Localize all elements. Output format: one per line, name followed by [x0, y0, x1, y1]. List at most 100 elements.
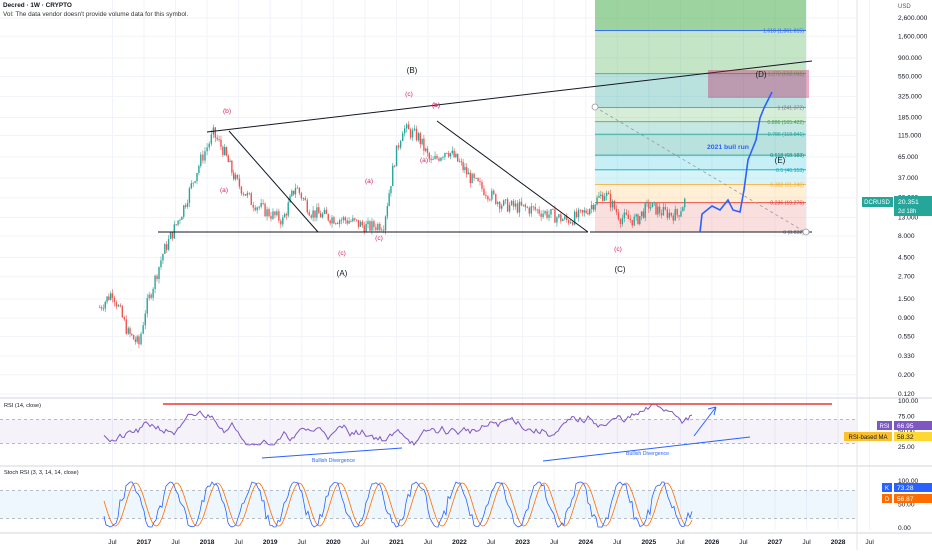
candle-body: [146, 298, 148, 314]
candle-body: [354, 218, 356, 220]
candle-body: [202, 154, 204, 161]
wave-label: (E): [775, 156, 786, 165]
candle-body: [674, 209, 676, 221]
rsi-panel[interactable]: RSI (14, close)100.0075.0050.0025.00Bull…: [0, 398, 919, 464]
candle-body: [316, 207, 318, 218]
candle-body: [607, 192, 610, 195]
candle-body: [449, 153, 452, 157]
candle-body: [664, 206, 667, 210]
candle-body: [655, 202, 657, 215]
stoch-k-legend-tag: [882, 483, 892, 492]
candle-body: [676, 209, 678, 216]
candle-body: [592, 204, 595, 210]
wave-label: (c): [614, 246, 622, 253]
candle-body: [536, 209, 538, 211]
divergence-label: Bullish Divergence: [626, 451, 669, 457]
candle-body: [117, 305, 120, 307]
candle-body: [373, 221, 375, 228]
candle-body: [160, 260, 162, 267]
candle-body: [102, 308, 105, 310]
candle-body: [564, 216, 566, 220]
projection-path: [699, 91, 773, 233]
candle-body: [670, 212, 672, 216]
divergence-line[interactable]: [261, 447, 403, 459]
time-tick-label: 2027: [768, 539, 783, 546]
fib-zone: [595, 30, 806, 74]
candle-body: [371, 221, 373, 231]
fib-zone: [595, 155, 806, 170]
candle-body: [129, 328, 131, 334]
candle-body: [258, 206, 260, 208]
candle-body: [188, 188, 191, 203]
candle-body: [464, 167, 466, 171]
candle-body: [621, 218, 624, 224]
fibonacci-extension[interactable]: 1.618 (1,861.815) 1.272 (592.911) 1 (241.3…: [595, 0, 806, 236]
time-axis[interactable]: Jul 2017 Jul 2018 Jul 2019 Jul 2020 Jul 2021 Jul 20…: [108, 539, 874, 546]
wave-c-leg-trendline[interactable]: [436, 120, 589, 233]
time-tick-label: 2024: [578, 539, 593, 546]
candle-body: [477, 177, 479, 182]
rsi-line: [103, 403, 693, 446]
candle-body: [666, 209, 669, 218]
candle-body: [489, 199, 491, 201]
trendline-drawings[interactable]: [158, 60, 813, 236]
candle-body: [424, 148, 427, 151]
candle-body: [294, 188, 297, 195]
stoch-rsi-panel[interactable]: Stoch RSI (3, 3, 14, 14, close) 100.00 50.…: [0, 470, 919, 532]
candle-body: [131, 333, 133, 335]
candle-body: [438, 158, 440, 161]
candle-body: [397, 145, 400, 148]
fib-anchor-top[interactable]: [591, 103, 599, 111]
candle-body: [540, 213, 542, 217]
wave-label: (B): [407, 66, 418, 75]
candle-body: [369, 221, 371, 231]
divergence-line[interactable]: [542, 436, 751, 462]
time-tick-label: Jul: [298, 539, 307, 546]
candle-body: [506, 199, 509, 212]
stoch-tick-label: 0.00: [898, 525, 911, 532]
candle-body: [615, 208, 618, 213]
candle-body: [310, 215, 312, 218]
candle-body: [346, 220, 348, 224]
candle-body: [164, 244, 166, 254]
candle-body: [413, 128, 416, 131]
price-tick-label: 325.000: [898, 93, 922, 100]
fib-level-label: 1 (241.372): [777, 106, 804, 112]
fib-dashed-trendline[interactable]: [594, 106, 806, 233]
candle-body: [402, 133, 404, 142]
candle-body: [132, 334, 135, 340]
candle-body: [598, 196, 600, 198]
symbol-tag: [862, 197, 893, 207]
candle-body: [662, 206, 665, 216]
candle-body: [600, 194, 602, 197]
fib-level-label: 0.786 (118.841): [768, 132, 805, 138]
rsi-tick-label: 100.00: [898, 398, 919, 405]
candle-body: [264, 203, 266, 217]
target-zone-box[interactable]: [708, 70, 809, 98]
wave-a-leg-trendline[interactable]: [228, 130, 319, 233]
fib-anchor-bottom[interactable]: [802, 228, 810, 236]
candle-body: [276, 211, 278, 216]
candle-body: [173, 224, 175, 239]
candle-body: [340, 219, 343, 221]
candle-body: [415, 128, 418, 141]
candle-body: [493, 190, 495, 195]
candle-body: [282, 217, 284, 225]
triangle-upper-trendline[interactable]: [206, 60, 813, 133]
candle-body: [296, 187, 299, 189]
price-tick-label: 1,600.000: [898, 33, 928, 40]
candle-body: [329, 220, 331, 224]
candle-body: [550, 209, 552, 215]
candle-body: [300, 193, 303, 199]
candle-body: [325, 210, 328, 215]
time-tick-label: Jul: [550, 539, 559, 546]
candle-body: [637, 214, 639, 225]
candle-body: [495, 194, 497, 205]
candle-body: [280, 220, 282, 225]
candle-body: [314, 210, 316, 218]
wave-label: (b): [223, 108, 231, 115]
candle-body: [208, 143, 210, 148]
candle-body: [106, 296, 108, 302]
